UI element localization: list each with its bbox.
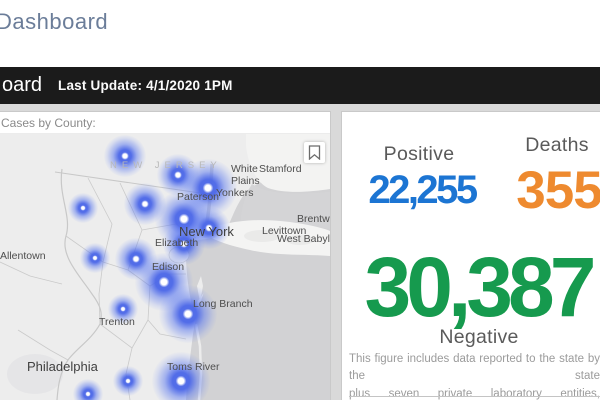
bookmark-icon [308,145,321,160]
case-heat-point[interactable] [80,243,110,273]
city-label: Yonkers [216,187,254,199]
case-heat-point[interactable] [113,366,143,396]
city-label: Paterson [177,191,220,203]
bookmark-button[interactable] [304,142,325,163]
city-label: Long Branch [193,298,253,310]
page-title: Dashboard [0,9,109,34]
case-heat-point[interactable] [108,294,138,324]
negative-value: 30,387 [364,240,597,334]
city-label: Trenton [99,316,135,328]
city-label: New York [179,224,234,239]
city-label: Allentown [0,250,46,262]
negative-footnote: This figure includes data reported to th… [349,351,600,400]
deaths-value: 355 [516,161,600,220]
positive-label: Positive [383,143,455,165]
footnote-divider [349,396,600,397]
case-heat-point[interactable] [159,285,217,343]
footnote-line: This figure includes data reported to th… [349,353,600,383]
city-label: Elizabeth [155,237,199,249]
city-label: Levittown [262,225,307,237]
city-label: Toms River [167,361,220,373]
header-title-fragment: oard [2,74,43,96]
last-update-text: Last Update: 4/1/2020 1PM [58,78,233,93]
case-heat-point[interactable] [104,135,146,177]
app-header-bar: oard Last Update: 4/1/2020 1PM [0,67,600,104]
stats-panel: Positive 22,255 Deaths 355 30,387 Negati… [341,111,600,400]
map-panel-header: Cases by County: [0,112,330,134]
case-heat-point[interactable] [152,352,210,400]
deaths-label: Deaths [525,134,589,156]
footnote-line: plus seven private laboratory entities, … [349,387,600,400]
map-canvas[interactable]: NEW JERSEY White Plains Stamford Yonkers Pa… [0,134,330,400]
state-name-label: NEW JERSEY [110,160,222,171]
cases-map-panel: Cases by County: [0,111,331,400]
positive-value: 22,255 [368,168,478,212]
city-label: Edison [152,261,185,273]
case-heat-point[interactable] [73,379,103,400]
city-label: White Plains [231,163,260,187]
top-strip: Dashboard [0,0,600,68]
map-panel-header-label: Cases by County: [1,116,96,130]
city-label: West Babylo [277,233,330,245]
city-label: Stamford [259,163,302,175]
city-label: Brentwo [297,213,330,225]
negative-label: Negative [439,326,519,348]
city-label: Philadelphia [27,359,98,374]
case-heat-point[interactable] [68,193,98,223]
